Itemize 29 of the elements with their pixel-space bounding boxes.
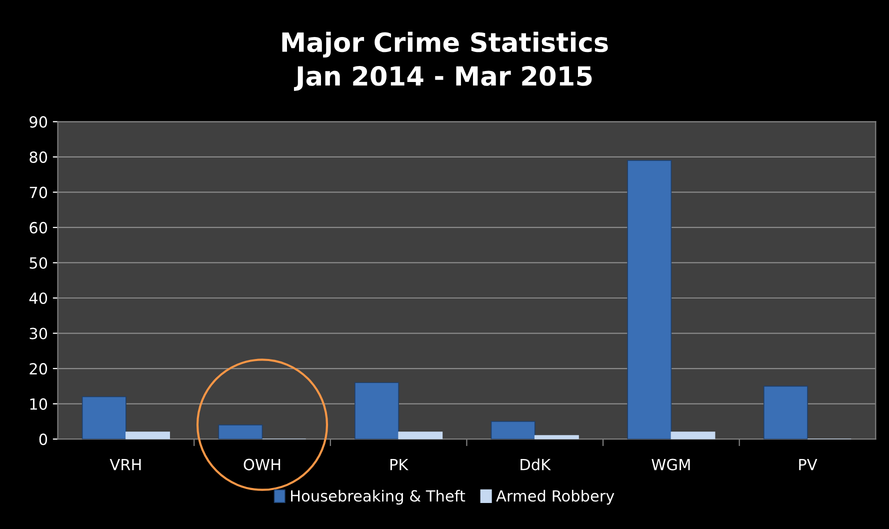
x-tick-label: VRH	[110, 458, 141, 470]
y-tick-label: 60	[30, 222, 48, 234]
y-tick-label: 10	[30, 398, 48, 410]
x-tick-label: PK	[390, 458, 409, 470]
chart-title: Major Crime Statistics Jan 2014 - Mar 2015	[282, 32, 608, 91]
bar	[490, 421, 536, 440]
bar	[398, 432, 443, 440]
y-tick-label: 90	[30, 116, 48, 128]
x-tick-label: DdK	[520, 458, 551, 470]
y-tick-label: 80	[30, 151, 48, 163]
y-tick-label: 70	[30, 186, 48, 198]
y-tick-label: 40	[29, 292, 48, 304]
legend-label: Armed Robbery	[496, 490, 614, 505]
y-tick-label: 0	[39, 434, 48, 446]
y-tick-label: 20	[30, 363, 48, 375]
bar	[763, 386, 808, 440]
bar	[126, 432, 170, 440]
x-tick-label: WGM	[652, 458, 690, 470]
bar	[670, 432, 716, 440]
x-tick-label: OWH	[244, 458, 280, 470]
legend-label: Housebreaking & Theft	[291, 490, 466, 505]
bar	[82, 396, 126, 440]
bar	[354, 382, 399, 440]
bar	[627, 160, 672, 440]
x-tick-label: PV	[799, 458, 818, 470]
y-tick-label: 50	[30, 257, 48, 269]
bar	[218, 424, 263, 440]
bar	[534, 435, 579, 440]
y-tick-label: 30	[30, 328, 48, 340]
